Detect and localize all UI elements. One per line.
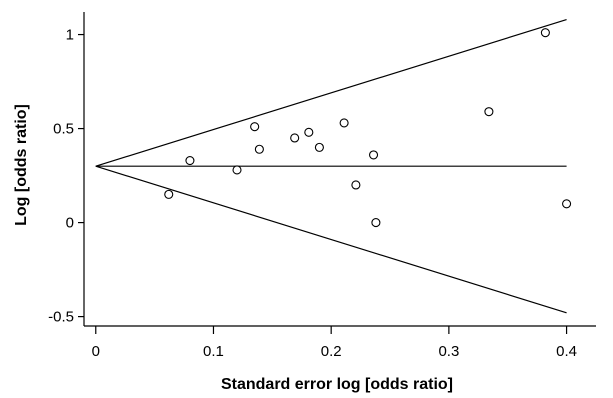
study-point <box>290 133 300 143</box>
x-axis-title: Standard error log [odds ratio] <box>221 376 453 393</box>
x-tick-label: 0.2 <box>321 343 342 360</box>
study-point <box>164 189 174 199</box>
study-point <box>232 165 242 175</box>
study-point <box>304 127 314 137</box>
study-point <box>562 199 572 209</box>
upper-limit-line <box>95 18 567 167</box>
lower-limit-line <box>95 165 567 314</box>
x-tick-label: 0.1 <box>203 343 224 360</box>
axes <box>83 12 596 327</box>
funnel-lines <box>95 18 567 314</box>
y-tick-label: 0.5 <box>53 121 74 138</box>
x-tick-label: 0.4 <box>556 343 577 360</box>
study-points <box>164 28 572 228</box>
study-point <box>314 142 324 152</box>
study-point <box>484 107 494 117</box>
study-point <box>371 218 381 228</box>
y-ticks: -0.5 0 0.5 1 <box>48 27 84 326</box>
study-point <box>339 118 349 128</box>
y-tick-label: 0 <box>66 215 74 232</box>
study-point <box>351 180 361 190</box>
study-point <box>368 150 379 160</box>
study-point <box>254 144 264 154</box>
y-tick-label: -0.5 <box>48 309 74 326</box>
y-axis-title: Log [odds ratio] <box>13 104 30 226</box>
x-tick-label: 0.3 <box>438 343 459 360</box>
study-point <box>250 122 260 132</box>
x-tick-label: 0 <box>92 343 100 360</box>
study-point <box>540 28 550 38</box>
study-point <box>185 155 195 166</box>
y-tick-label: 1 <box>66 27 74 44</box>
x-ticks: 0 0.1 0.2 0.3 0.4 <box>92 326 577 360</box>
